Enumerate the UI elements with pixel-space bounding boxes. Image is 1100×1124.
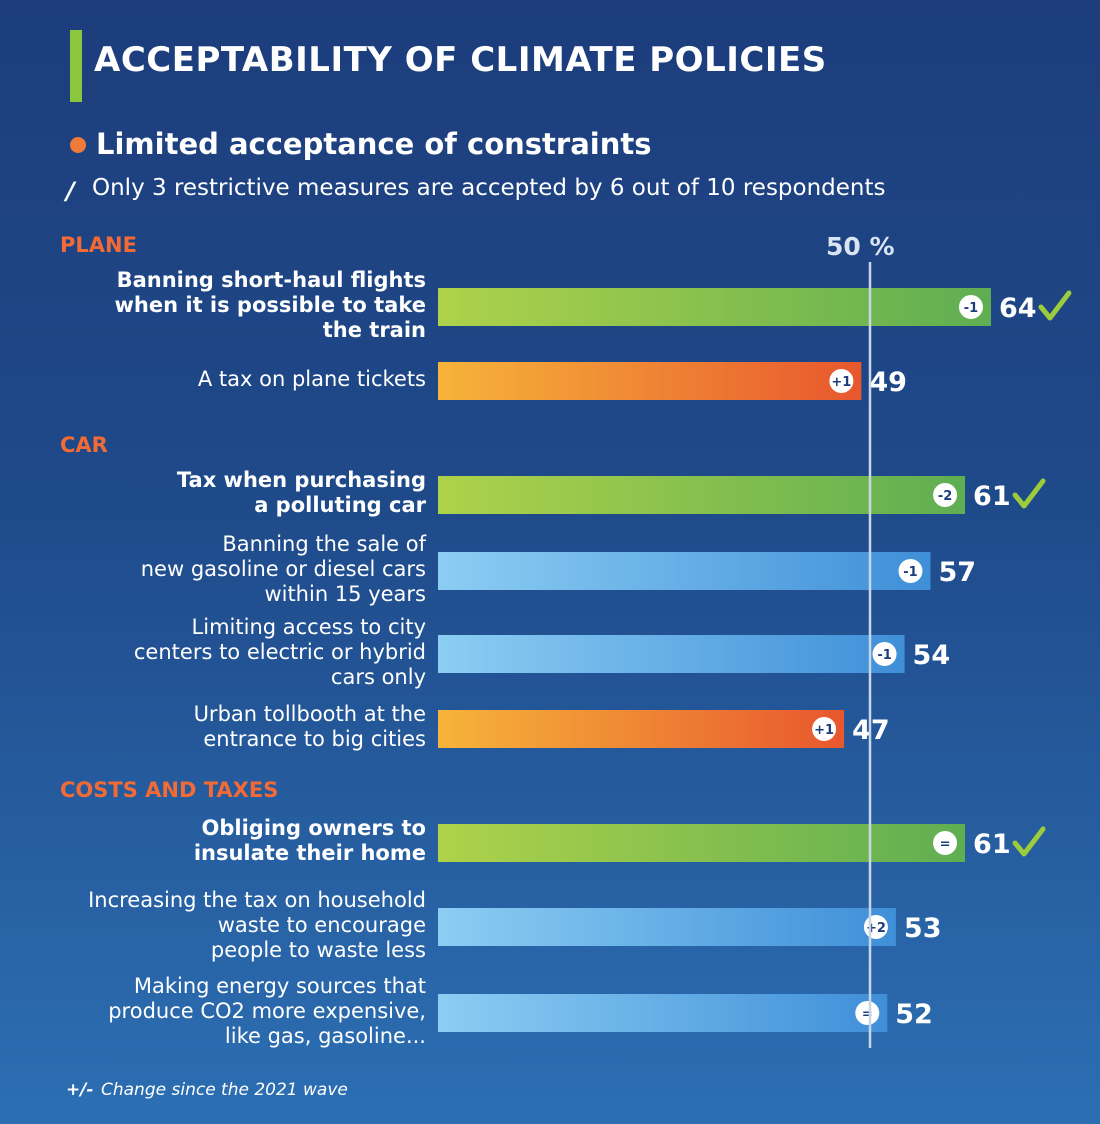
bar (438, 710, 845, 748)
title-accent-bar (70, 30, 82, 102)
bar (438, 552, 931, 590)
bar-label: Banning short-haul flights when it is po… (114, 267, 426, 342)
subtitle-bullet-icon (70, 137, 86, 153)
value-label: 54 (913, 640, 951, 671)
change-badge (898, 559, 923, 583)
bar-label: Urban tollbooth at the entrance to big c… (193, 702, 426, 751)
change-label: -1 (964, 301, 978, 316)
bar (438, 908, 896, 946)
value-label: 57 (938, 557, 976, 588)
check-icon (1012, 478, 1046, 509)
summary-note: Only 3 restrictive measures are accepted… (92, 175, 886, 201)
bar-label: A tax on plane tickets (197, 366, 426, 391)
section-label: COSTS AND TAXES (60, 778, 279, 802)
change-badge (812, 717, 837, 741)
check-icon (1038, 290, 1072, 321)
change-label: -1 (877, 648, 891, 663)
value-label: 53 (904, 913, 942, 944)
subtitle: Limited acceptance of constraints (96, 127, 652, 161)
bar (438, 476, 966, 514)
bar (438, 635, 905, 673)
value-label: 64 (999, 293, 1037, 324)
value-label: 52 (895, 999, 933, 1030)
change-label: +1 (814, 723, 834, 738)
change-label: +1 (831, 375, 851, 390)
page-title: ACCEPTABILITY OF CLIMATE POLICIES (94, 40, 827, 80)
bar-label: Obliging owners to insulate their home (193, 816, 426, 865)
change-label: -1 (903, 565, 917, 580)
bar-label: Tax when purchasing a polluting car (176, 468, 426, 517)
change-badge (829, 369, 854, 393)
bar (438, 824, 966, 862)
bar (438, 362, 862, 400)
change-badge (958, 295, 983, 319)
bar-label: Making energy sources that produce CO2 m… (108, 973, 426, 1048)
note-marker: / (66, 177, 75, 205)
reference-line-label: 50 % (826, 232, 895, 261)
bar (438, 994, 888, 1032)
value-label: 61 (973, 829, 1011, 860)
change-label: = (940, 837, 951, 852)
footnote: Change since the 2021 wave (101, 1080, 348, 1100)
bar-label: Limiting access to city centers to elect… (133, 614, 426, 689)
footnote-sign: +/- (66, 1080, 94, 1100)
bar (438, 288, 991, 326)
value-label: 49 (869, 367, 907, 398)
bar-label: Banning the sale of new gasoline or dies… (140, 531, 426, 606)
section-label: CAR (60, 433, 108, 457)
section-label: PLANE (60, 233, 137, 257)
value-label: 61 (973, 481, 1011, 512)
change-label: = (862, 1007, 873, 1022)
change-badge (933, 483, 958, 507)
check-icon (1012, 826, 1046, 857)
change-badge (855, 1001, 880, 1025)
bar-label: Increasing the tax on household waste to… (88, 887, 426, 962)
change-badge (872, 642, 897, 666)
change-badge (933, 831, 958, 855)
change-label: -2 (938, 489, 952, 504)
